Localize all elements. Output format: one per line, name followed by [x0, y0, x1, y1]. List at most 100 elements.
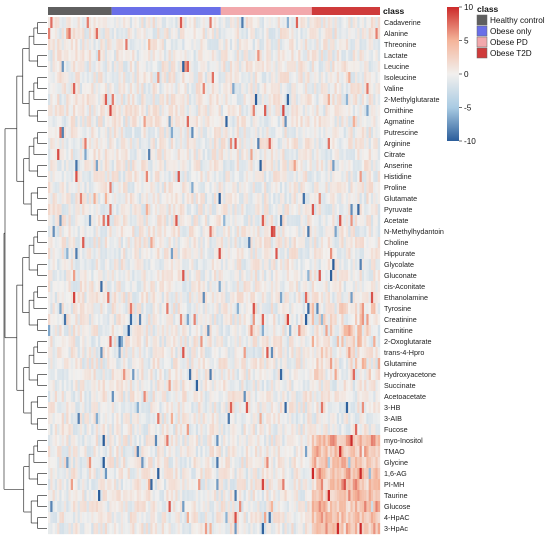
- heatmap-cell: [111, 347, 115, 359]
- heatmap-cell: [257, 149, 260, 161]
- heatmap-cell: [214, 325, 217, 337]
- heatmap-cell: [227, 17, 231, 29]
- heatmap-cell: [111, 380, 115, 392]
- heatmap-cell: [270, 83, 274, 95]
- heatmap-cell: [104, 270, 108, 282]
- heatmap-cell: [279, 325, 283, 337]
- heatmap-cell: [375, 83, 378, 95]
- heatmap-cell: [257, 138, 260, 150]
- heatmap-cell: [52, 171, 55, 183]
- heatmap-cell: [350, 50, 353, 62]
- heatmap-cell: [79, 270, 83, 282]
- heatmap-cell: [104, 347, 108, 359]
- heatmap-cell: [361, 314, 365, 326]
- heatmap-cell: [123, 193, 126, 205]
- heatmap-cell: [100, 292, 103, 304]
- heatmap-cell: [98, 292, 101, 304]
- heatmap-cell: [59, 281, 62, 293]
- heatmap-cell: [204, 204, 208, 216]
- heatmap-cell: [173, 292, 176, 304]
- heatmap-cell: [100, 248, 103, 260]
- heatmap-cell: [84, 160, 87, 172]
- heatmap-cell: [364, 171, 367, 183]
- heatmap-cell: [293, 138, 297, 150]
- heatmap-cell: [93, 83, 96, 95]
- heatmap-cell: [93, 127, 96, 139]
- heatmap-cell: [241, 171, 244, 183]
- heatmap-cell: [286, 259, 290, 271]
- heatmap-cell: [336, 193, 340, 205]
- heatmap-cell: [332, 39, 335, 51]
- heatmap-cell: [359, 28, 362, 40]
- heatmap-cell: [57, 39, 60, 51]
- heatmap-cell: [334, 347, 337, 359]
- heatmap-cell: [207, 237, 210, 249]
- heatmap-cell: [320, 83, 324, 95]
- heatmap-cell: [100, 204, 103, 216]
- heatmap-cell: [341, 116, 344, 128]
- heatmap-cell: [289, 347, 292, 359]
- heatmap-cell: [102, 292, 105, 304]
- heatmap-cell: [93, 270, 96, 282]
- heatmap-cell: [193, 281, 196, 293]
- heatmap-cell: [177, 39, 181, 51]
- heatmap-cell: [336, 182, 340, 194]
- heatmap-cell: [375, 325, 378, 337]
- heatmap-cell: [63, 281, 67, 293]
- heatmap-cell: [116, 369, 119, 381]
- heatmap-cell: [316, 336, 319, 348]
- heatmap-cell: [223, 182, 226, 194]
- heatmap-cell: [232, 182, 235, 194]
- heatmap-cell: [279, 182, 283, 194]
- heatmap-cell: [193, 72, 196, 84]
- heatmap-cell: [154, 116, 158, 128]
- heatmap-cell: [109, 28, 112, 40]
- heatmap-cell: [82, 193, 85, 205]
- heatmap-cell: [129, 138, 133, 150]
- heatmap-cell: [352, 215, 356, 227]
- heatmap-cell: [229, 138, 233, 150]
- heatmap-cell: [329, 259, 333, 271]
- heatmap-cell: [100, 358, 103, 370]
- heatmap-cell: [334, 171, 337, 183]
- heatmap-cell: [282, 358, 285, 370]
- heatmap-cell: [148, 281, 151, 293]
- heatmap-cell: [132, 347, 135, 359]
- heatmap-cell: [282, 138, 285, 150]
- heatmap-cell: [252, 28, 256, 40]
- heatmap-cell: [289, 28, 292, 40]
- heatmap-cell: [220, 237, 224, 249]
- heatmap-cell: [273, 72, 276, 84]
- heatmap-cell: [75, 347, 78, 359]
- heatmap-cell: [218, 182, 221, 194]
- heatmap-cell: [309, 72, 312, 84]
- heatmap-cell: [123, 380, 126, 392]
- heatmap-cell: [248, 347, 251, 359]
- heatmap-cell: [109, 380, 112, 392]
- heatmap-cell: [325, 83, 328, 95]
- heatmap-cell: [95, 28, 99, 40]
- heatmap-cell: [332, 116, 335, 128]
- heatmap-cell: [61, 281, 65, 293]
- heatmap-cell: [309, 105, 312, 117]
- heatmap-cell: [257, 336, 260, 348]
- heatmap-cell: [111, 270, 115, 282]
- heatmap-cell: [339, 149, 342, 161]
- heatmap-cell: [193, 28, 196, 40]
- heatmap-cell: [284, 303, 287, 315]
- heatmap-cell: [159, 28, 162, 40]
- heatmap-cell: [179, 182, 183, 194]
- heatmap-cell: [150, 204, 153, 216]
- heatmap-cell: [182, 94, 185, 106]
- heatmap-cell: [364, 116, 367, 128]
- heatmap-cell: [316, 358, 319, 370]
- heatmap-cell: [202, 215, 206, 227]
- heatmap-cell: [70, 369, 74, 381]
- heatmap-cell: [191, 83, 194, 95]
- heatmap-cell: [345, 149, 349, 161]
- heatmap-cell: [229, 116, 233, 128]
- heatmap-cell: [252, 105, 256, 117]
- heatmap-cell: [175, 28, 178, 40]
- heatmap-cell: [248, 193, 251, 205]
- heatmap-cell: [75, 149, 78, 161]
